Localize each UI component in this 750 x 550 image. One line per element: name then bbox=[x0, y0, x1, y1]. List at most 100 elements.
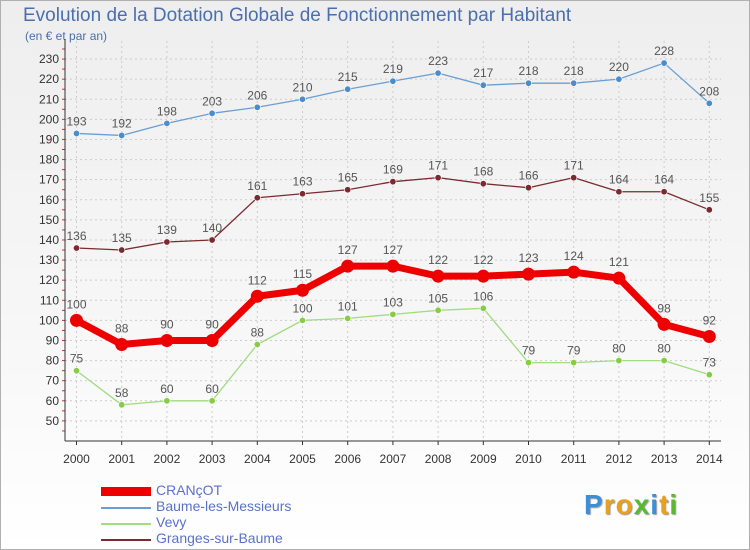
y-tick-label: 190 bbox=[39, 132, 59, 146]
proxiti-logo: Proxiti bbox=[584, 489, 678, 521]
data-label: 166 bbox=[518, 169, 538, 183]
logo-letter: o bbox=[615, 489, 634, 520]
y-tick-label: 180 bbox=[39, 153, 59, 167]
data-label: 90 bbox=[160, 317, 174, 331]
x-tick-label: 2009 bbox=[470, 452, 497, 466]
data-label: 80 bbox=[657, 342, 671, 356]
y-tick-label: 160 bbox=[39, 193, 59, 207]
y-tick-label: 100 bbox=[39, 313, 59, 327]
chart-title: Evolution de la Dotation Globale de Fonc… bbox=[23, 5, 572, 26]
data-label: 135 bbox=[112, 231, 132, 245]
data-label: 163 bbox=[292, 175, 312, 189]
data-point bbox=[208, 397, 216, 405]
data-label: 171 bbox=[428, 159, 448, 173]
data-point bbox=[344, 314, 352, 322]
x-tick-label: 2005 bbox=[289, 452, 316, 466]
data-label: 217 bbox=[473, 66, 493, 80]
y-tick-label: 90 bbox=[46, 333, 60, 347]
data-label: 98 bbox=[657, 301, 671, 315]
legend-swatch bbox=[101, 487, 151, 496]
data-point bbox=[702, 329, 716, 343]
data-point bbox=[479, 304, 487, 312]
x-tick-label: 2010 bbox=[515, 452, 542, 466]
data-label: 60 bbox=[160, 382, 174, 396]
y-tick-label: 80 bbox=[46, 354, 60, 368]
y-tick-label: 170 bbox=[39, 173, 59, 187]
logo-letter: P bbox=[584, 489, 604, 520]
data-label: 218 bbox=[564, 64, 584, 78]
data-label: 101 bbox=[338, 299, 358, 313]
data-point bbox=[341, 259, 355, 273]
data-point bbox=[660, 188, 668, 196]
y-tick-label: 60 bbox=[46, 394, 60, 408]
legend-swatch bbox=[101, 539, 151, 541]
y-tick-label: 200 bbox=[39, 112, 59, 126]
x-tick-label: 2011 bbox=[561, 452, 587, 466]
data-point bbox=[612, 271, 626, 285]
data-label: 140 bbox=[202, 221, 222, 235]
data-point bbox=[250, 289, 264, 303]
data-point bbox=[344, 85, 352, 93]
data-label: 208 bbox=[699, 84, 719, 98]
data-point bbox=[73, 367, 81, 375]
x-tick-label: 2008 bbox=[425, 452, 452, 466]
data-point bbox=[73, 129, 81, 137]
y-tick-label: 50 bbox=[46, 414, 60, 428]
data-point bbox=[479, 180, 487, 188]
x-tick-label: 2004 bbox=[244, 452, 271, 466]
data-point bbox=[570, 359, 578, 367]
data-label: 121 bbox=[609, 255, 629, 269]
data-point bbox=[660, 357, 668, 365]
data-point bbox=[657, 317, 671, 331]
data-label: 112 bbox=[248, 273, 267, 287]
data-label: 100 bbox=[66, 297, 86, 311]
data-point bbox=[660, 59, 668, 67]
legend-label: Granges-sur-Baume bbox=[156, 530, 283, 546]
data-label: 228 bbox=[654, 44, 674, 58]
data-point bbox=[615, 75, 623, 83]
y-tick-label: 150 bbox=[39, 213, 59, 227]
legend-swatch bbox=[101, 507, 151, 509]
data-label: 115 bbox=[293, 267, 312, 281]
data-point bbox=[344, 186, 352, 194]
x-tick-label: 2007 bbox=[380, 452, 407, 466]
data-label: 203 bbox=[202, 94, 222, 108]
data-label: 100 bbox=[292, 301, 312, 315]
data-label: 88 bbox=[115, 322, 129, 336]
data-label: 79 bbox=[567, 344, 581, 358]
data-label: 122 bbox=[473, 253, 493, 267]
legend-label: Baume-les-Messieurs bbox=[156, 498, 292, 514]
data-label: 168 bbox=[473, 165, 493, 179]
data-point bbox=[298, 316, 306, 324]
data-point bbox=[70, 313, 83, 327]
data-label: 73 bbox=[703, 356, 717, 370]
x-tick-label: 2001 bbox=[108, 452, 135, 466]
data-label: 164 bbox=[609, 173, 629, 187]
data-point bbox=[118, 401, 126, 409]
data-point bbox=[73, 244, 81, 252]
y-tick-label: 140 bbox=[39, 233, 59, 247]
logo-letter: x bbox=[633, 489, 651, 520]
data-point bbox=[253, 103, 261, 111]
data-label: 106 bbox=[473, 289, 493, 303]
x-tick-label: 2006 bbox=[334, 452, 361, 466]
data-point bbox=[115, 338, 129, 352]
data-point bbox=[570, 174, 578, 182]
data-point bbox=[389, 77, 397, 85]
data-label: 218 bbox=[518, 64, 538, 78]
y-tick-label: 130 bbox=[39, 253, 59, 267]
data-point bbox=[163, 238, 171, 246]
series-line bbox=[75, 177, 710, 251]
logo-letter: r bbox=[603, 489, 616, 520]
data-point bbox=[524, 359, 532, 367]
data-label: 127 bbox=[338, 243, 358, 257]
data-label: 193 bbox=[66, 114, 86, 128]
data-label: 92 bbox=[703, 313, 717, 327]
data-point bbox=[615, 188, 623, 196]
x-tick-label: 2012 bbox=[606, 452, 633, 466]
data-point bbox=[434, 306, 442, 314]
data-point bbox=[163, 119, 171, 127]
chart-subtitle: (en € et par an) bbox=[25, 29, 108, 43]
